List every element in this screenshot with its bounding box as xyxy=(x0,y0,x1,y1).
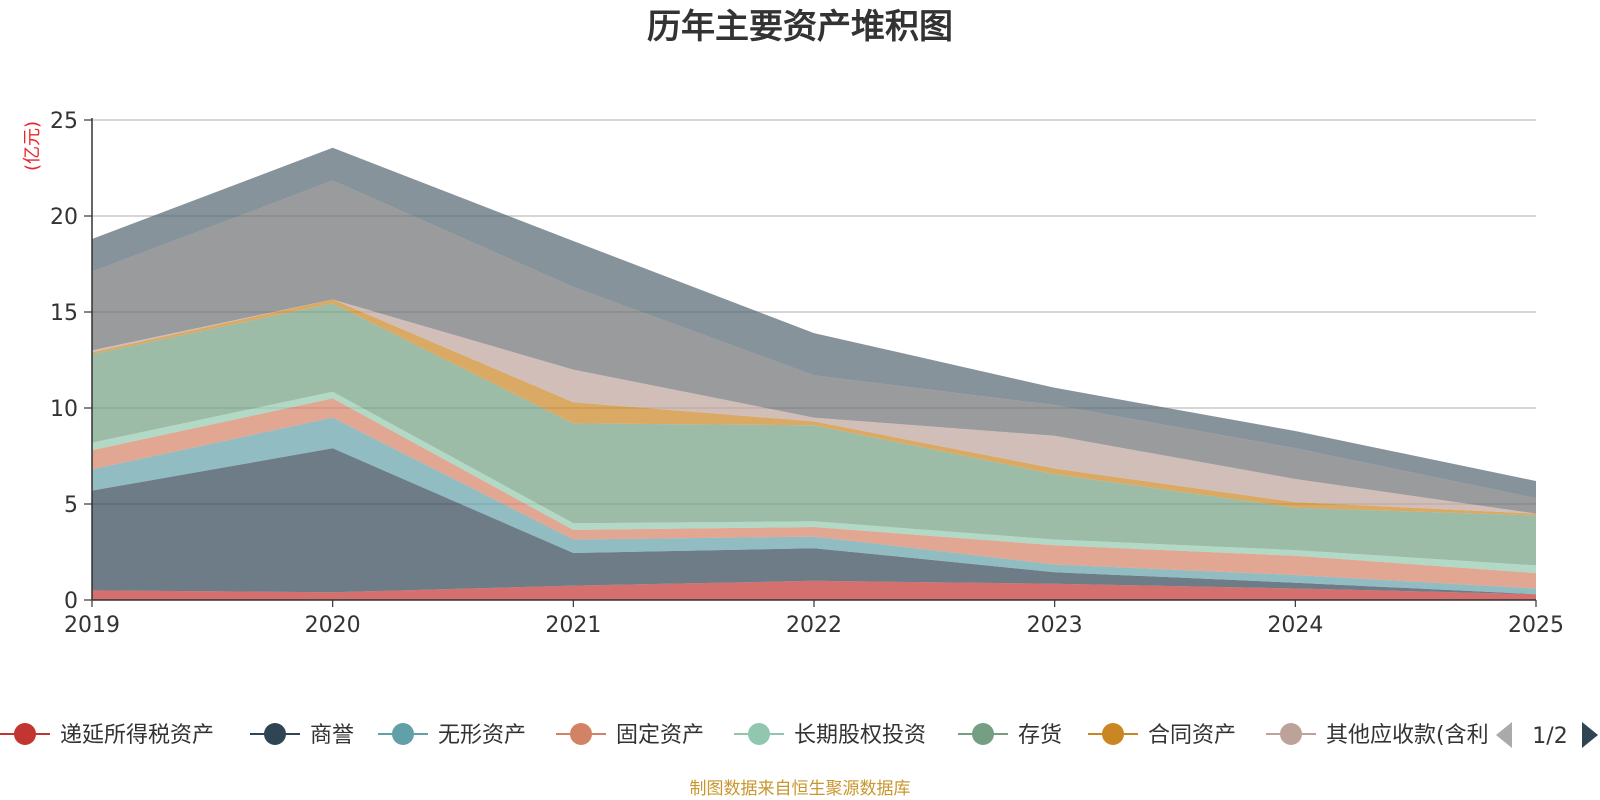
legend-label: 其他应收款(含利 xyxy=(1326,723,1489,748)
legend-marker xyxy=(1280,723,1302,745)
legend: 递延所得税资产 商誉 无形资产 固定资产 长期股权投资 存货 合同资产 其他应收款(含利 xyxy=(0,723,1489,748)
y-tick-label-0: 0 xyxy=(64,589,78,614)
legend-item-2[interactable]: 无形资产 xyxy=(378,723,526,748)
legend-marker xyxy=(264,723,286,745)
area-series-9 xyxy=(92,147,1536,499)
chart-title: 历年主要资产堆积图 xyxy=(647,7,953,47)
legend-label: 递延所得税资产 xyxy=(60,723,214,748)
area-series-3 xyxy=(92,398,1536,589)
x-tick-label-2024: 2024 xyxy=(1267,613,1323,638)
next-page-icon[interactable] xyxy=(1582,722,1598,748)
legend-marker xyxy=(392,723,414,745)
area-series-7 xyxy=(92,299,1536,514)
area-series-6 xyxy=(92,299,1536,516)
legend-marker xyxy=(1102,723,1124,745)
area-series-8 xyxy=(92,180,1536,514)
x-tick-label-2022: 2022 xyxy=(786,613,842,638)
legend-item-4[interactable]: 长期股权投资 xyxy=(734,723,926,748)
y-axis-unit: (亿元) xyxy=(22,121,43,171)
legend-label: 合同资产 xyxy=(1148,723,1236,748)
legend-item-1[interactable]: 商誉 xyxy=(250,723,354,748)
prev-page-icon[interactable] xyxy=(1496,722,1512,748)
legend-label: 无形资产 xyxy=(438,723,526,748)
x-tick-label-2021: 2021 xyxy=(545,613,601,638)
x-tick-label-2019: 2019 xyxy=(64,613,120,638)
legend-label: 固定资产 xyxy=(616,723,704,748)
legend-marker xyxy=(14,723,36,745)
area-series-0 xyxy=(92,580,1536,600)
area-series-5 xyxy=(92,303,1536,566)
legend-marker xyxy=(748,723,770,745)
y-tick-label-5: 5 xyxy=(64,493,78,518)
legend-marker xyxy=(570,723,592,745)
area-series xyxy=(92,147,1536,600)
legend-item-6[interactable]: 合同资产 xyxy=(1088,723,1236,748)
legend-page-indicator: 1/2 xyxy=(1532,724,1567,749)
legend-label: 存货 xyxy=(1018,723,1062,748)
legend-marker xyxy=(972,723,994,745)
legend-item-7[interactable]: 其他应收款(含利 xyxy=(1266,723,1489,748)
y-tick-label-10: 10 xyxy=(50,397,78,422)
x-tick-label-2025: 2025 xyxy=(1508,613,1564,638)
x-tick-label-2020: 2020 xyxy=(305,613,361,638)
legend-item-0[interactable]: 递延所得税资产 xyxy=(0,723,214,748)
y-tick-label-20: 20 xyxy=(50,205,78,230)
x-tick-label-2023: 2023 xyxy=(1027,613,1083,638)
legend-item-3[interactable]: 固定资产 xyxy=(556,723,704,748)
source-note: 制图数据来自恒生聚源数据库 xyxy=(690,779,911,799)
y-tick-label-25: 25 xyxy=(50,109,78,134)
area-series-1 xyxy=(92,448,1536,595)
legend-label: 长期股权投资 xyxy=(794,723,926,748)
legend-label: 商誉 xyxy=(310,723,354,748)
legend-item-5[interactable]: 存货 xyxy=(958,723,1062,748)
legend-pager[interactable]: 1/2 xyxy=(1496,722,1598,749)
y-tick-label-15: 15 xyxy=(50,301,78,326)
